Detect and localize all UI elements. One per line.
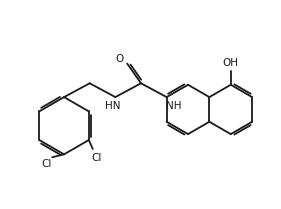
Text: Cl: Cl [92,153,102,163]
Text: HN: HN [105,101,120,111]
Text: OH: OH [223,58,239,68]
Text: O: O [115,54,123,64]
Text: NH: NH [166,101,181,111]
Text: Cl: Cl [41,159,51,169]
